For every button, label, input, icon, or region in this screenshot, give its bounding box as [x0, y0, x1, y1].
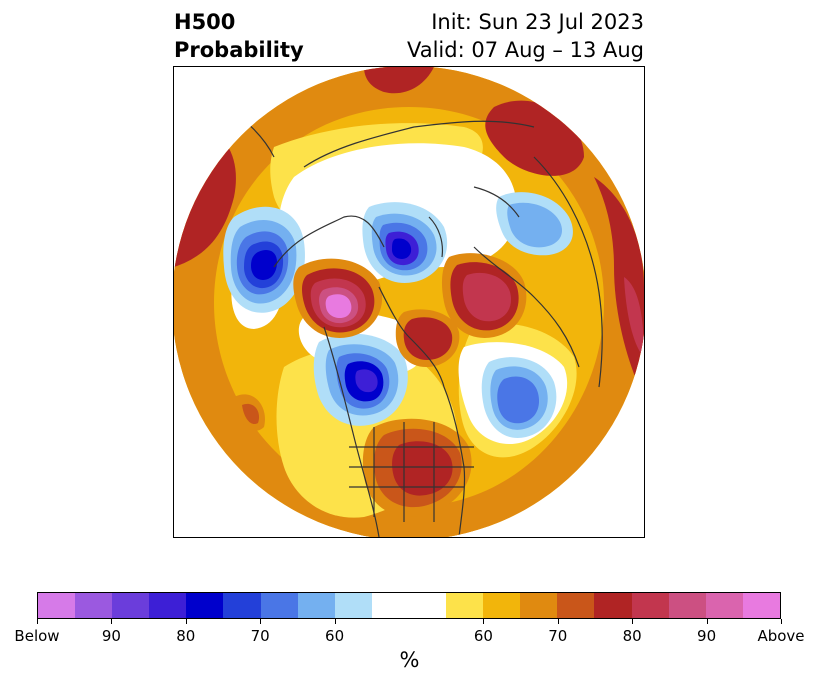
- init-time: Init: Sun 23 Jul 2023: [431, 10, 644, 34]
- colorbar-swatch: [483, 593, 521, 618]
- colorbar-tick-label: 90: [101, 627, 121, 645]
- colorbar-swatch: [557, 593, 595, 618]
- colorbar-swatch: [297, 593, 335, 618]
- colorbar-swatch: [38, 593, 76, 618]
- colorbar-swatch: [112, 593, 150, 618]
- colorbar-swatch: [371, 593, 409, 618]
- colorbar-tickmark: [37, 619, 38, 624]
- colorbar-tickmark: [185, 619, 187, 624]
- colorbar-swatch: [186, 593, 224, 618]
- colorbar-swatch: [408, 593, 447, 618]
- valid-period: Valid: 07 Aug – 13 Aug: [406, 38, 644, 62]
- colorbar-swatch: [149, 593, 187, 618]
- probability-field: [174, 67, 644, 537]
- colorbar-tickmark: [781, 619, 782, 624]
- colorbar-unit: %: [399, 648, 420, 672]
- colorbar-tick-label: 80: [176, 627, 196, 645]
- title-product: Probability: [174, 38, 304, 62]
- colorbar-tick-label: 70: [548, 627, 568, 645]
- colorbar-swatch: [446, 593, 484, 618]
- colorbar-tick-label: 90: [697, 627, 717, 645]
- colorbar-tick-label: Above: [757, 627, 805, 645]
- colorbar-swatch: [594, 593, 632, 618]
- colorbar-swatch: [705, 593, 743, 618]
- polar-map: [173, 66, 645, 538]
- title-right: Init: Sun 23 Jul 2023 Valid: 07 Aug – 13…: [407, 8, 644, 64]
- colorbar-swatch: [260, 593, 298, 618]
- map-canvas: [174, 67, 644, 537]
- colorbar-tickmark: [260, 619, 262, 624]
- colorbar-tickmark: [706, 619, 708, 624]
- colorbar-swatch: [334, 593, 372, 618]
- colorbar-tickmark: [111, 619, 113, 624]
- colorbar-swatch: [223, 593, 261, 618]
- colorbar-tickmark: [632, 619, 634, 624]
- colorbar-tick-label: 70: [250, 627, 270, 645]
- colorbar-tick-label: 60: [325, 627, 345, 645]
- title-variable: H500: [174, 10, 236, 34]
- colorbar-swatch: [631, 593, 669, 618]
- colorbar-swatch: [520, 593, 558, 618]
- colorbar: [37, 592, 781, 619]
- colorbar-swatch: [668, 593, 706, 618]
- colorbar-tick-label: 60: [473, 627, 493, 645]
- colorbar-swatch: [75, 593, 113, 618]
- title-left: H500 Probability: [174, 8, 304, 64]
- colorbar-tickmark: [483, 619, 485, 624]
- colorbar-swatch: [742, 593, 780, 618]
- colorbar-tickmark: [334, 619, 336, 624]
- colorbar-tick-label: 80: [622, 627, 642, 645]
- colorbar-tick-label: Below: [14, 627, 60, 645]
- colorbar-tickmark: [557, 619, 559, 624]
